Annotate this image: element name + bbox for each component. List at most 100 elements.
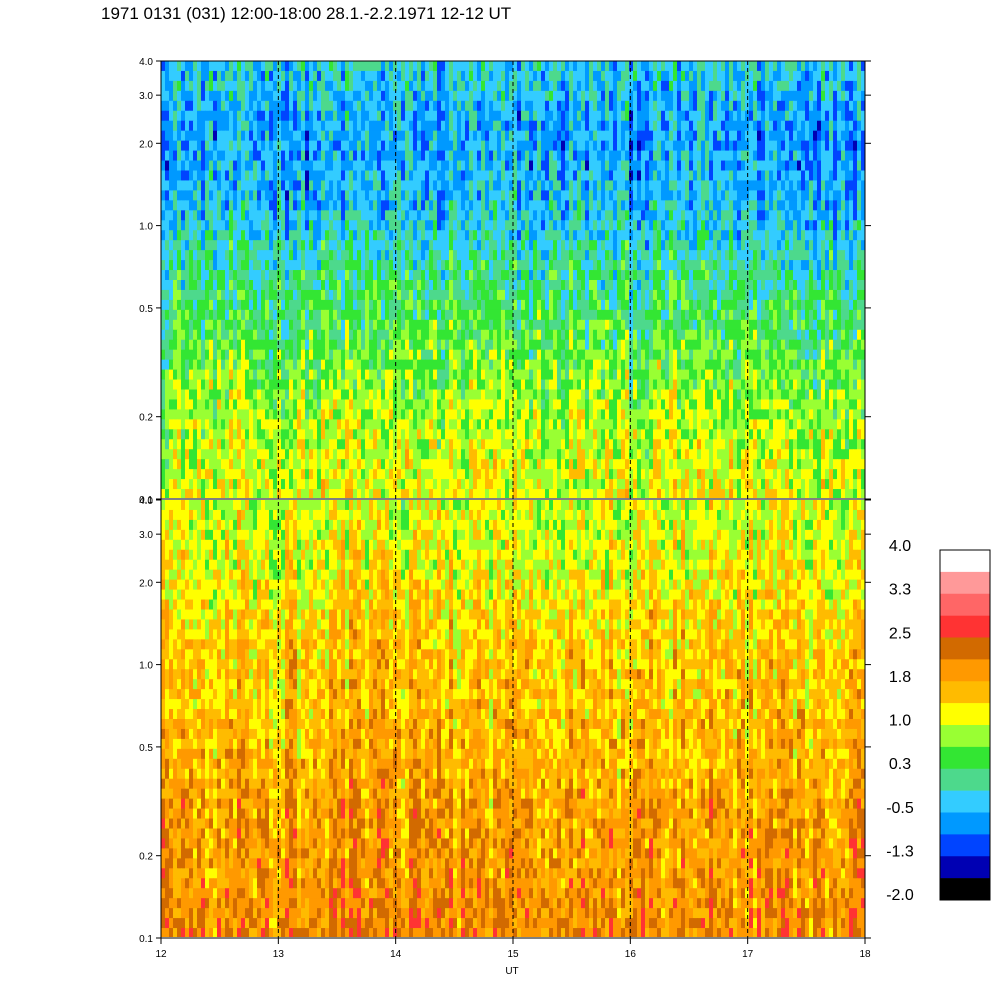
heatmap-cell <box>821 100 826 112</box>
heatmap-cell <box>621 299 626 311</box>
heatmap-cell <box>457 120 462 132</box>
heatmap-cell <box>733 260 738 271</box>
heatmap-cell <box>213 100 218 112</box>
heatmap-cell <box>309 299 314 311</box>
heatmap-cell <box>601 319 606 331</box>
heatmap-cell <box>601 90 606 102</box>
heatmap-cell <box>637 280 642 291</box>
heatmap-cell <box>381 329 386 341</box>
heatmap-cell <box>421 280 426 291</box>
heatmap-cell <box>593 80 598 92</box>
heatmap-cell <box>661 240 666 251</box>
heatmap-cell <box>233 210 238 221</box>
heatmap-cell <box>861 90 865 102</box>
heatmap-cell <box>401 160 406 172</box>
heatmap-cell <box>637 160 642 172</box>
heatmap-cell <box>693 61 698 72</box>
heatmap-cell <box>365 230 370 241</box>
heatmap-cell <box>249 200 254 211</box>
heatmap-cell <box>545 150 550 162</box>
heatmap-cell <box>661 130 666 142</box>
heatmap-cell <box>533 120 538 132</box>
heatmap-cell <box>385 270 390 281</box>
heatmap-cell <box>625 250 630 261</box>
heatmap-cell <box>697 289 702 301</box>
heatmap-cell <box>509 240 514 251</box>
heatmap-cell <box>385 80 390 92</box>
heatmap-cell <box>617 210 622 221</box>
heatmap-cell <box>553 80 558 92</box>
heatmap-cell <box>553 220 558 231</box>
heatmap-cell <box>797 309 802 321</box>
heatmap-cell <box>317 240 322 251</box>
heatmap-cell <box>477 190 482 201</box>
heatmap-cell <box>357 130 362 142</box>
heatmap-cell <box>729 299 734 311</box>
heatmap-cell <box>849 230 854 241</box>
heatmap-cell <box>609 190 614 201</box>
heatmap-cell <box>761 280 766 291</box>
heatmap-cell <box>681 140 686 152</box>
heatmap-cell <box>605 319 610 331</box>
heatmap-cell <box>801 329 806 341</box>
heatmap-cell <box>257 180 262 191</box>
heatmap-cell <box>473 289 478 301</box>
heatmap-cell <box>173 280 178 291</box>
heatmap-cell <box>641 289 646 301</box>
heatmap-cell <box>797 100 802 112</box>
heatmap-cell <box>297 90 302 102</box>
heatmap-cell <box>193 250 198 261</box>
heatmap-cell <box>589 200 594 211</box>
heatmap-cell <box>209 190 214 201</box>
heatmap-cell <box>333 339 338 351</box>
heatmap-cell <box>549 230 554 241</box>
heatmap-cell <box>425 329 430 341</box>
heatmap-cell <box>805 250 810 261</box>
heatmap-cell <box>445 220 450 231</box>
heatmap-cell <box>793 80 798 92</box>
heatmap-cell <box>449 190 454 201</box>
heatmap-cell <box>845 260 850 271</box>
heatmap-cell <box>785 200 790 211</box>
heatmap-cell <box>285 150 290 162</box>
heatmap-cell <box>461 230 466 241</box>
heatmap-cell <box>193 150 198 162</box>
heatmap-cell <box>717 190 722 201</box>
heatmap-cell <box>429 250 434 261</box>
heatmap-cell <box>833 190 838 201</box>
heatmap-cell <box>341 170 346 182</box>
heatmap-cell <box>177 250 182 261</box>
heatmap-cell <box>789 270 794 281</box>
heatmap-cell <box>209 70 214 82</box>
heatmap-cell <box>853 180 858 191</box>
heatmap-cell <box>317 70 322 82</box>
heatmap-cell <box>637 309 642 321</box>
heatmap-cell <box>825 309 830 321</box>
heatmap-cell <box>801 61 806 72</box>
heatmap-cell <box>201 90 206 102</box>
heatmap-cell <box>605 260 610 271</box>
heatmap-cell <box>585 260 590 271</box>
heatmap-cell <box>417 280 422 291</box>
heatmap-cell <box>653 250 658 261</box>
heatmap-cell <box>769 110 774 122</box>
heatmap-cell <box>293 309 298 321</box>
heatmap-cell <box>605 250 610 261</box>
heatmap-cell <box>773 240 778 251</box>
heatmap-cell <box>369 110 374 122</box>
heatmap-cell <box>377 250 382 261</box>
heatmap-cell <box>165 110 170 122</box>
heatmap-cell <box>533 240 538 251</box>
heatmap-cell <box>465 289 470 301</box>
heatmap-cell <box>821 61 826 72</box>
heatmap-cell <box>705 270 710 281</box>
heatmap-cell <box>249 319 254 331</box>
heatmap-cell <box>465 270 470 281</box>
heatmap-cell <box>669 329 674 341</box>
heatmap-cell <box>557 180 562 191</box>
heatmap-cell <box>853 329 858 341</box>
heatmap-cell <box>537 250 542 261</box>
heatmap-cell <box>613 289 618 301</box>
heatmap-cell <box>229 270 234 281</box>
heatmap-cell <box>421 329 426 341</box>
